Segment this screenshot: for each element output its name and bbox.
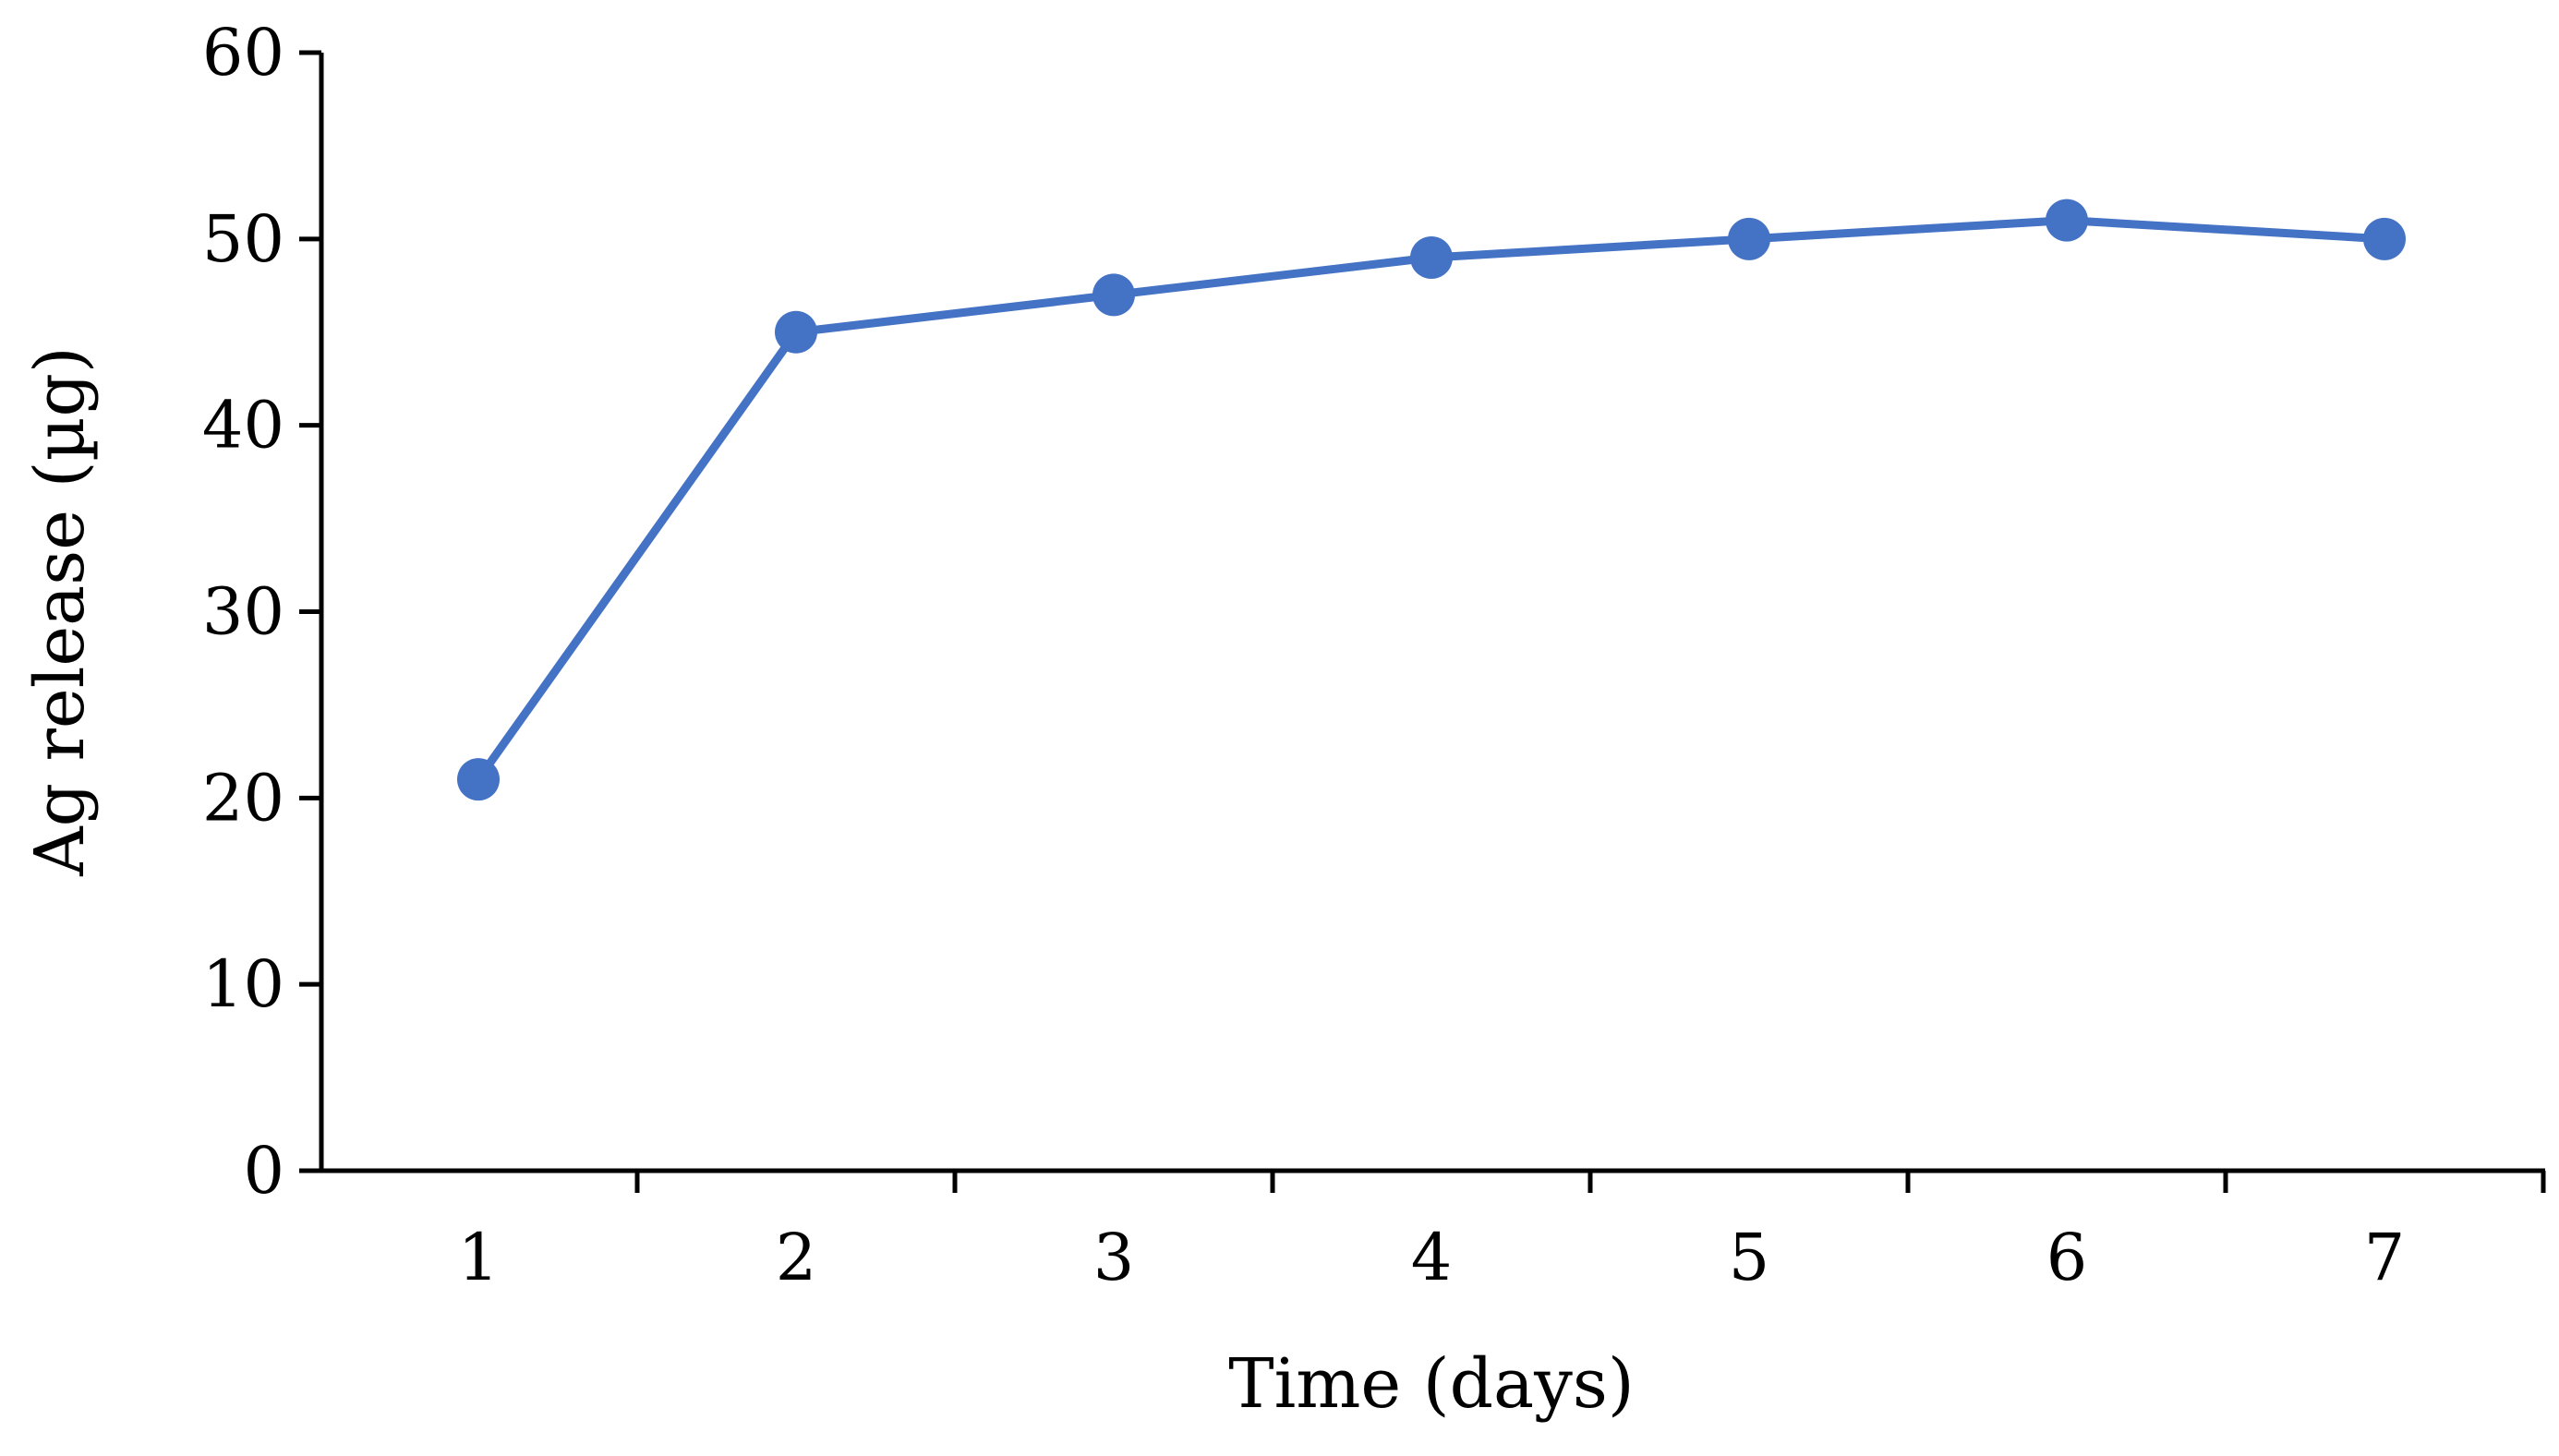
y-tick-label: 40 [202, 388, 284, 463]
series-line [474, 216, 2389, 784]
x-axis-title: Time (days) [1228, 1344, 1635, 1424]
x-tick-label: 7 [2364, 1220, 2406, 1295]
data-point [1092, 273, 1135, 317]
data-point [775, 310, 817, 354]
data-point [2363, 217, 2406, 260]
series-layer [457, 199, 2406, 801]
y-tick-label: 50 [202, 201, 284, 277]
y-tick-label: 30 [202, 574, 284, 650]
axes [319, 53, 2545, 1173]
y-tick-label: 20 [202, 760, 284, 836]
x-tick-label: 3 [1093, 1220, 1135, 1295]
y-axis-title: Ag release (µg) [20, 346, 100, 877]
data-point [1410, 236, 1453, 280]
x-tick-label: 5 [1729, 1220, 1770, 1295]
y-tick-label: 0 [243, 1133, 284, 1209]
y-tick-label: 10 [202, 946, 284, 1022]
data-point [457, 758, 500, 801]
data-point [1728, 217, 1770, 260]
x-tick-label: 4 [1411, 1220, 1453, 1295]
x-tick-label: 2 [776, 1220, 817, 1295]
y-axis-ticks: 0 10 20 30 40 50 60 [202, 15, 321, 1209]
x-tick-label: 6 [2046, 1220, 2088, 1295]
y-tick-label: 60 [202, 15, 284, 90]
x-tick-label: 1 [458, 1220, 500, 1295]
x-axis-ticks: 1 2 3 4 5 6 7 [458, 1171, 2546, 1295]
data-point [2046, 199, 2088, 242]
